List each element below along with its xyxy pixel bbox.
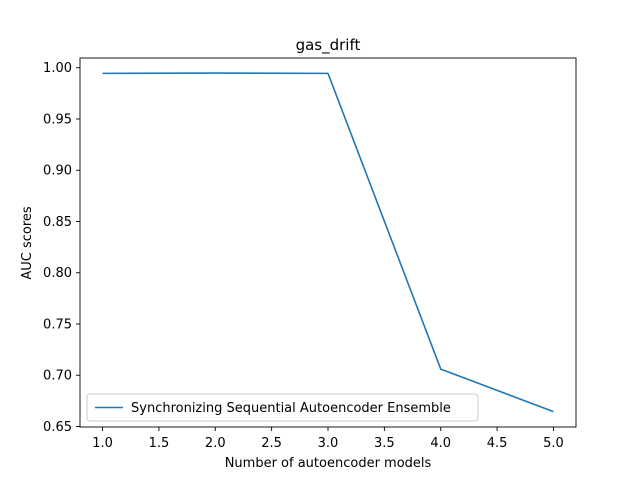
plot-area: 1.0 1.5 2.0 2.5 3.0 3.5 4.0 4.5 5.0 0.65 0.70 0.75 0… xyxy=(43,57,577,451)
legend-label: Synchronizing Sequential Autoencoder Ens… xyxy=(131,401,451,416)
y-tick-label: 0.80 xyxy=(43,266,72,281)
x-axis-label: Number of autoencoder models xyxy=(225,456,432,471)
x-tick-label: 1.5 xyxy=(149,436,170,451)
x-tick-label: 3.0 xyxy=(318,436,339,451)
y-tick-label: 0.65 xyxy=(43,420,72,435)
y-tick-label: 1.00 xyxy=(43,61,72,76)
x-tick-label: 2.5 xyxy=(261,436,282,451)
x-tick-label: 5.0 xyxy=(543,436,564,451)
y-tick-label: 0.95 xyxy=(43,112,72,127)
x-tick-label: 1.0 xyxy=(92,436,113,451)
chart-title: gas_drift xyxy=(296,36,361,55)
legend-box xyxy=(86,393,479,422)
x-tick-label: 2.0 xyxy=(205,436,226,451)
y-axis-label: AUC scores xyxy=(20,206,35,280)
series-line xyxy=(102,72,554,413)
x-tick-label: 4.0 xyxy=(430,436,451,451)
y-tick-label: 0.75 xyxy=(43,317,72,332)
y-tick-label: 0.85 xyxy=(43,215,72,230)
x-tick-label: 4.5 xyxy=(487,436,508,451)
x-tick-label: 3.5 xyxy=(374,436,395,451)
y-tick-label: 0.70 xyxy=(43,369,72,384)
y-tick-label: 0.90 xyxy=(43,164,72,179)
